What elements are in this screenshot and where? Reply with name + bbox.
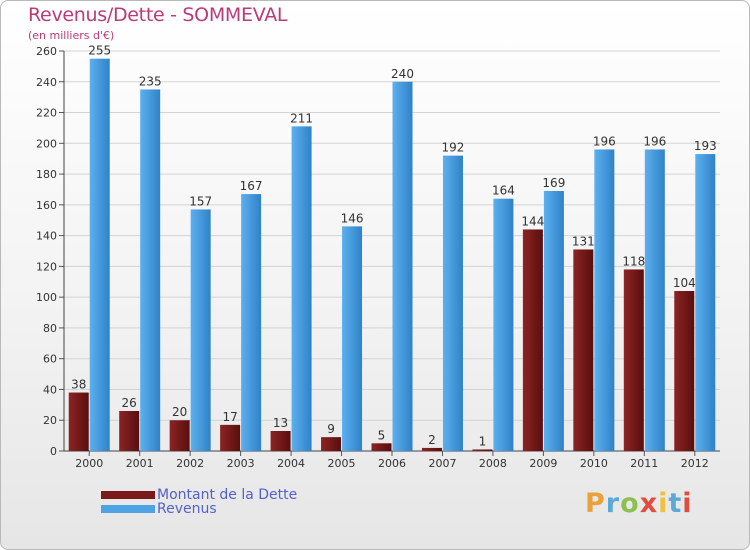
y-tick-label: 20 [43,414,57,427]
legend-item-dette: Montant de la Dette [101,487,297,503]
x-tick-label: 2009 [529,457,557,470]
data-label: 17 [222,410,237,424]
data-label: 131 [572,234,595,248]
data-label: 240 [391,67,414,81]
bar-revenus [241,194,262,452]
x-tick-label: 2004 [277,457,305,470]
x-tick-label: 2001 [126,457,154,470]
x-tick-label: 2007 [428,457,456,470]
data-label: 193 [694,139,717,153]
x-tick-label: 2012 [681,457,709,470]
bar-revenus [442,155,463,451]
data-label: 38 [71,378,86,392]
x-tick-label: 2003 [227,457,255,470]
bar-revenus [342,226,363,451]
y-tick-label: 180 [36,168,57,181]
logo-letter: i [658,488,669,519]
data-label: 1 [479,434,487,448]
data-label: 2 [428,433,436,447]
bar-revenus [291,126,312,451]
data-label: 211 [290,111,313,125]
data-label: 26 [122,396,137,410]
bar-revenus [190,209,211,451]
data-label: 104 [673,276,696,290]
data-label: 118 [622,254,645,268]
y-tick-label: 100 [36,291,57,304]
data-label: 144 [521,214,544,228]
bar-dette [674,291,695,451]
bar-dette [169,420,190,451]
y-tick-label: 80 [43,322,57,335]
bar-revenus [543,191,564,451]
bar-dette [119,411,140,451]
logo-letter: r [605,488,621,519]
data-label: 13 [273,416,288,430]
data-label: 157 [189,194,212,208]
bar-revenus [644,149,665,451]
bar-revenus [392,81,413,452]
bar-dette [472,449,493,451]
data-label: 5 [378,428,386,442]
logo-letter: P [585,488,606,519]
data-label: 146 [341,211,364,225]
data-label: 196 [593,134,616,148]
bar-revenus [493,198,514,451]
logo-letter: t [668,488,683,519]
bar-dette [371,443,392,451]
x-tick-label: 2002 [176,457,204,470]
data-label: 169 [542,176,565,190]
logo-letter: i [682,488,693,519]
x-tick-label: 2006 [378,457,406,470]
legend-swatch-dette [101,491,155,499]
bar-dette [321,437,342,451]
data-label: 9 [327,422,335,436]
y-tick-label: 120 [36,260,57,273]
legend-item-revenus: Revenus [101,501,217,517]
data-label: 167 [240,179,263,193]
bar-dette [421,447,442,451]
bar-dette [270,431,291,451]
bar-dette [573,249,594,451]
bar-dette [522,229,543,451]
legend-swatch-revenus [101,505,155,513]
y-tick-label: 0 [50,445,57,458]
logo-letter: o [620,488,640,519]
data-label: 196 [643,134,666,148]
bar-dette [623,269,644,451]
x-tick-label: 2010 [580,457,608,470]
bar-dette [68,392,89,451]
data-label: 235 [139,74,162,88]
bar-revenus [695,154,716,452]
y-tick-label: 220 [36,107,57,120]
y-tick-label: 140 [36,230,57,243]
data-label: 20 [172,405,187,419]
legend-label-revenus: Revenus [157,501,217,517]
y-tick-label: 240 [36,76,57,89]
y-tick-label: 200 [36,137,57,150]
y-tick-label: 40 [43,383,57,396]
chart-subtitle: (en milliers d'€) [28,29,115,42]
data-label: 192 [442,141,465,155]
x-tick-label: 2000 [75,457,103,470]
bar-dette [220,424,241,451]
y-tick-label: 260 [36,45,57,58]
logo-letter: x [639,488,659,519]
y-tick-label: 160 [36,199,57,212]
x-tick-label: 2011 [630,457,658,470]
x-tick-label: 2005 [328,457,356,470]
data-label: 164 [492,184,515,198]
data-label: 255 [88,44,111,58]
bar-revenus [140,89,161,451]
x-tick-label: 2008 [479,457,507,470]
bar-revenus [594,149,615,451]
legend-label-dette: Montant de la Dette [157,487,298,503]
chart-title: Revenus/Dette - SOMMEVAL [28,4,288,26]
proxiti-logo: Proxiti [585,488,693,519]
y-tick-label: 60 [43,353,57,366]
bar-revenus [89,58,110,451]
